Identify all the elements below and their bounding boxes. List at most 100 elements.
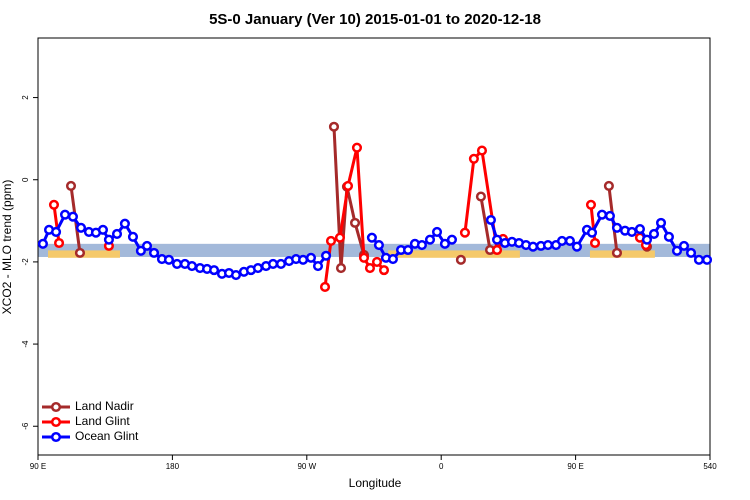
series-marker — [298, 254, 309, 265]
series-marker — [305, 252, 317, 263]
y-tick-label: 2 — [21, 95, 30, 100]
series-marker — [387, 253, 399, 265]
series-marker — [641, 234, 653, 245]
series-marker — [378, 265, 390, 276]
series-marker — [209, 265, 220, 276]
series-marker — [148, 247, 160, 258]
x-tick-label: 90 E — [567, 462, 583, 471]
series-marker — [424, 234, 436, 245]
series-marker — [564, 235, 575, 247]
series-marker — [358, 252, 370, 263]
series-marker — [325, 235, 337, 247]
series-marker — [74, 247, 86, 258]
series-marker — [475, 191, 486, 202]
x-tick-label: 90 W — [297, 462, 316, 471]
series-marker — [319, 281, 331, 293]
y-tick-label: -2 — [21, 258, 30, 266]
series-marker — [351, 142, 363, 153]
series-marker — [586, 227, 598, 238]
series-marker — [571, 241, 582, 252]
series-marker — [402, 244, 414, 256]
series-marker — [693, 254, 704, 265]
legend-marker — [50, 401, 62, 413]
series-marker — [611, 222, 623, 233]
series-marker — [663, 231, 674, 242]
series-marker — [127, 231, 139, 242]
series-marker — [135, 245, 146, 256]
series-marker — [446, 234, 458, 245]
series-marker — [655, 217, 667, 228]
series-marker — [485, 214, 496, 226]
series-marker — [476, 145, 488, 156]
series-marker — [103, 234, 114, 245]
series-marker — [37, 238, 48, 249]
x-tick-label: 540 — [703, 462, 717, 471]
series-marker — [542, 240, 554, 251]
series-marker — [527, 241, 539, 252]
series-marker — [373, 240, 384, 251]
x-axis-label: Longitude — [349, 476, 402, 490]
series-marker — [556, 235, 568, 247]
series-marker — [328, 121, 340, 132]
y-tick-label: -6 — [21, 422, 30, 430]
y-tick-label: -4 — [21, 340, 30, 348]
series-marker — [371, 256, 383, 267]
series-marker — [321, 250, 332, 261]
series-marker — [65, 180, 77, 191]
legend-marker — [50, 416, 62, 428]
x-tick-label: 90 E — [30, 462, 46, 471]
series-marker — [334, 232, 346, 243]
series-marker — [492, 234, 503, 245]
series-marker — [603, 180, 614, 191]
legend-label: Land Nadir — [75, 399, 134, 413]
legend-label: Land Glint — [75, 414, 130, 428]
series-marker — [648, 228, 660, 240]
y-axis-label: XCO2 - MLO trend (ppm) — [0, 180, 14, 315]
series-marker — [59, 209, 71, 220]
series-marker — [459, 227, 470, 238]
series-marker — [589, 237, 601, 249]
highlight — [388, 250, 520, 258]
series-marker — [312, 260, 324, 272]
series-marker — [67, 211, 78, 222]
series-marker — [366, 232, 377, 243]
series-marker — [141, 240, 153, 251]
series-marker — [119, 218, 130, 229]
series-marker — [671, 245, 683, 256]
series-marker — [685, 247, 697, 258]
highlight — [589, 250, 655, 258]
series-marker — [54, 237, 65, 249]
chart-title: 5S-0 January (Ver 10) 2015-01-01 to 2020… — [209, 11, 541, 28]
series-marker — [48, 199, 60, 210]
series-marker — [596, 209, 608, 220]
series-marker — [252, 263, 264, 274]
series-marker — [97, 224, 109, 235]
plot-frame — [37, 37, 711, 456]
series-marker — [678, 240, 690, 251]
series-marker — [585, 199, 597, 210]
series-marker — [186, 260, 198, 272]
series-marker — [275, 258, 287, 270]
x-tick-label: 0 — [439, 462, 444, 471]
series-marker — [111, 228, 123, 240]
series-marker — [163, 254, 175, 265]
series-marker — [701, 254, 713, 265]
series-marker — [468, 153, 479, 164]
series-marker — [171, 258, 183, 270]
series-marker — [492, 244, 503, 256]
series-marker — [349, 217, 361, 228]
series-marker — [230, 270, 242, 281]
series-marker — [51, 226, 62, 237]
series-marker — [416, 240, 427, 251]
series-marker — [455, 254, 466, 265]
series-marker — [75, 222, 87, 233]
x-tick-label: 180 — [166, 462, 180, 471]
y-tick-label: 0 — [21, 177, 30, 182]
series-marker — [364, 263, 376, 274]
series-marker — [335, 263, 347, 274]
series-marker — [431, 226, 443, 237]
legend-label: Ocean Glint — [75, 429, 139, 443]
series-marker — [611, 247, 623, 258]
legend-marker — [50, 431, 62, 443]
